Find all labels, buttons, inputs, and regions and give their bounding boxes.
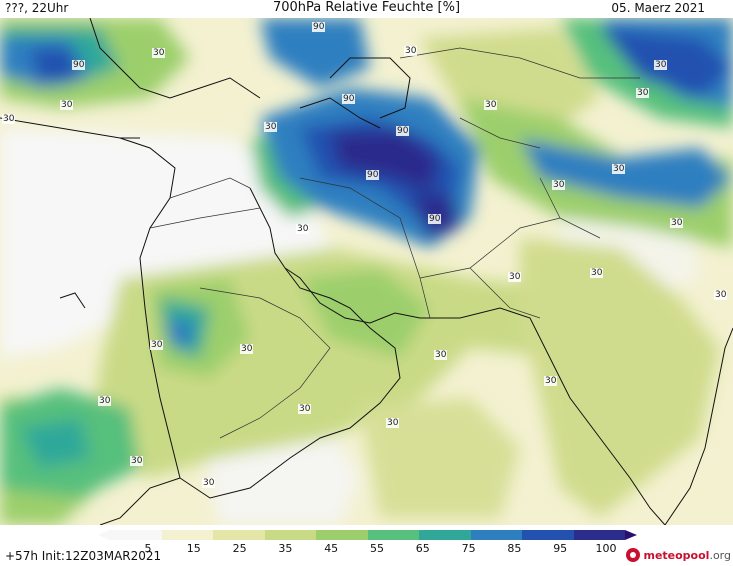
contour-label: 90 bbox=[72, 60, 86, 70]
colorbar-segment bbox=[110, 530, 162, 540]
contour-label: 30 bbox=[150, 340, 164, 350]
logo-tld-text: .org bbox=[709, 548, 731, 562]
map-canvas bbox=[0, 18, 733, 525]
forecast-init-label: +57h Init:12Z03MAR2021 bbox=[5, 549, 162, 563]
colorbar-segment bbox=[419, 530, 471, 540]
logo-main-text: meteopool bbox=[643, 548, 710, 562]
contour-label: 30 bbox=[130, 456, 144, 466]
contour-label: 30 bbox=[544, 376, 558, 386]
contour-label: 90 bbox=[366, 170, 380, 180]
colorbar-tick-label: 75 bbox=[461, 542, 476, 555]
colorbar-area: 5 15 25 35 45 55 65 75 85 95 100 +57h Init:12Z03MA… bbox=[0, 525, 733, 566]
colorbar-segment bbox=[316, 530, 368, 540]
colorbar-tick-label: 15 bbox=[186, 542, 201, 555]
colorbar-segment bbox=[522, 530, 574, 540]
colorbar-tick-label: 85 bbox=[507, 542, 522, 555]
colorbar-tick-label: 5 bbox=[144, 542, 152, 555]
colorbar-right-arrow bbox=[625, 530, 637, 540]
contour-label: 30 bbox=[386, 418, 400, 428]
contour-label: 30 bbox=[264, 122, 278, 132]
map-title: 700hPa Relative Feuchte [%] bbox=[272, 0, 461, 15]
contour-label: 30 bbox=[590, 268, 604, 278]
contour-label: 30 bbox=[152, 48, 166, 58]
logo-text: meteopool.org bbox=[643, 549, 731, 562]
contour-label: 30 bbox=[552, 180, 566, 190]
contour-label: 90 bbox=[312, 22, 326, 32]
humidity-field bbox=[0, 18, 733, 525]
country-borders bbox=[149, 47, 640, 439]
colorbar-segment bbox=[161, 530, 213, 540]
colorbar-tick-label: 100 bbox=[595, 542, 617, 555]
colorbar-segment bbox=[367, 530, 419, 540]
contour-label: 30 bbox=[2, 114, 16, 124]
contour-label: 30 bbox=[60, 100, 74, 110]
colorbar-segment bbox=[264, 530, 316, 540]
contour-label: 30 bbox=[296, 224, 310, 234]
colorbar-tick-label: 95 bbox=[553, 542, 568, 555]
contour-label: 90 bbox=[342, 94, 356, 104]
contour-label: 30 bbox=[98, 396, 112, 406]
colorbar-left-arrow bbox=[98, 530, 110, 540]
colorbar-tick-label: 25 bbox=[232, 542, 247, 555]
contour-label: 30 bbox=[434, 350, 448, 360]
coastlines bbox=[0, 18, 733, 525]
contour-label: 90 bbox=[396, 126, 410, 136]
valid-date-label: 05. Maerz 2021 bbox=[611, 1, 705, 15]
contour-label: 30 bbox=[612, 164, 626, 174]
meteopool-logo: meteopool.org bbox=[626, 546, 731, 564]
contour-label: 30 bbox=[298, 404, 312, 414]
contour-label: 30 bbox=[240, 344, 254, 354]
colorbar-tick-label: 45 bbox=[324, 542, 339, 555]
colorbar-tick-label: 35 bbox=[278, 542, 293, 555]
contour-label: 30 bbox=[404, 46, 418, 56]
map-header: ???, 22Uhr 700hPa Relative Feuchte [%] 0… bbox=[0, 0, 733, 18]
contour-label: 30 bbox=[508, 272, 522, 282]
logo-icon bbox=[626, 548, 641, 562]
contour-label: 30 bbox=[636, 88, 650, 98]
humidity-map: 90 90 90 90 90 90 30 30 30 30 30 30 30 3… bbox=[0, 18, 733, 525]
contour-label: 30 bbox=[202, 478, 216, 488]
colorbar-segment bbox=[470, 530, 522, 540]
colorbar-segment bbox=[573, 530, 625, 540]
colorbar-segment bbox=[213, 530, 265, 540]
contour-label: 30 bbox=[714, 290, 728, 300]
colorbar-tick-label: 55 bbox=[370, 542, 384, 555]
contour-label: 30 bbox=[654, 60, 668, 70]
colorbar-tick-label: 65 bbox=[415, 542, 430, 555]
contour-label: 30 bbox=[484, 100, 498, 110]
contour-label: 90 bbox=[428, 214, 442, 224]
contour-label: 30 bbox=[670, 218, 684, 228]
valid-time-label: ???, 22Uhr bbox=[5, 1, 69, 15]
colorbar bbox=[98, 530, 637, 540]
